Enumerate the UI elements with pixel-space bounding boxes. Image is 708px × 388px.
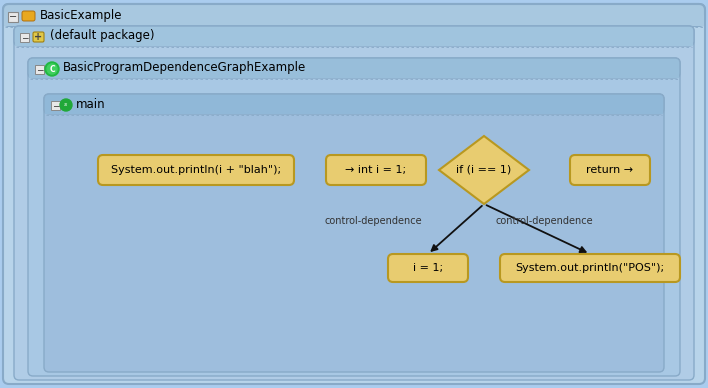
Bar [20, 33, 29, 42]
Text: control-dependence: control-dependence [324, 216, 422, 226]
FancyBboxPatch shape [22, 11, 35, 21]
Text: (default package): (default package) [50, 29, 154, 43]
Text: System.out.println(i + "blah");: System.out.println(i + "blah"); [111, 165, 281, 175]
FancyArrowPatch shape [432, 206, 482, 251]
Text: if (i == 1): if (i == 1) [457, 165, 512, 175]
Text: −: − [52, 101, 59, 110]
Text: System.out.println("POS");: System.out.println("POS"); [515, 263, 665, 273]
FancyBboxPatch shape [388, 254, 468, 282]
Bar [45, 104, 663, 114]
FancyBboxPatch shape [3, 4, 705, 26]
FancyBboxPatch shape [3, 4, 705, 384]
Bar [8, 12, 18, 22]
Text: BasicProgramDependenceGraphExample: BasicProgramDependenceGraphExample [63, 62, 307, 74]
Circle shape [45, 62, 59, 76]
FancyBboxPatch shape [28, 58, 680, 78]
FancyArrowPatch shape [486, 205, 586, 252]
Bar [4, 15, 704, 26]
FancyBboxPatch shape [28, 58, 680, 376]
Text: return →: return → [586, 165, 634, 175]
Circle shape [47, 64, 57, 74]
Text: −: − [21, 33, 28, 42]
Text: −: − [9, 12, 17, 22]
FancyBboxPatch shape [98, 155, 294, 185]
Text: +: + [35, 32, 42, 42]
FancyBboxPatch shape [44, 94, 664, 372]
Text: control-dependence: control-dependence [496, 216, 593, 226]
Polygon shape [439, 136, 529, 204]
FancyBboxPatch shape [500, 254, 680, 282]
Circle shape [60, 99, 72, 111]
FancyBboxPatch shape [33, 32, 44, 42]
Text: main: main [76, 97, 105, 111]
Bar [29, 68, 679, 78]
Bar [35, 65, 44, 74]
FancyBboxPatch shape [14, 26, 694, 46]
Text: → int i = 1;: → int i = 1; [346, 165, 406, 175]
FancyBboxPatch shape [44, 94, 664, 114]
FancyBboxPatch shape [326, 155, 426, 185]
Text: s: s [64, 102, 68, 107]
FancyBboxPatch shape [14, 26, 694, 380]
Text: BasicExample: BasicExample [40, 9, 122, 23]
Text: i = 1;: i = 1; [413, 263, 443, 273]
Bar [15, 36, 693, 46]
FancyBboxPatch shape [570, 155, 650, 185]
Text: −: − [35, 65, 43, 74]
Text: C: C [49, 64, 55, 73]
Bar [51, 101, 60, 110]
